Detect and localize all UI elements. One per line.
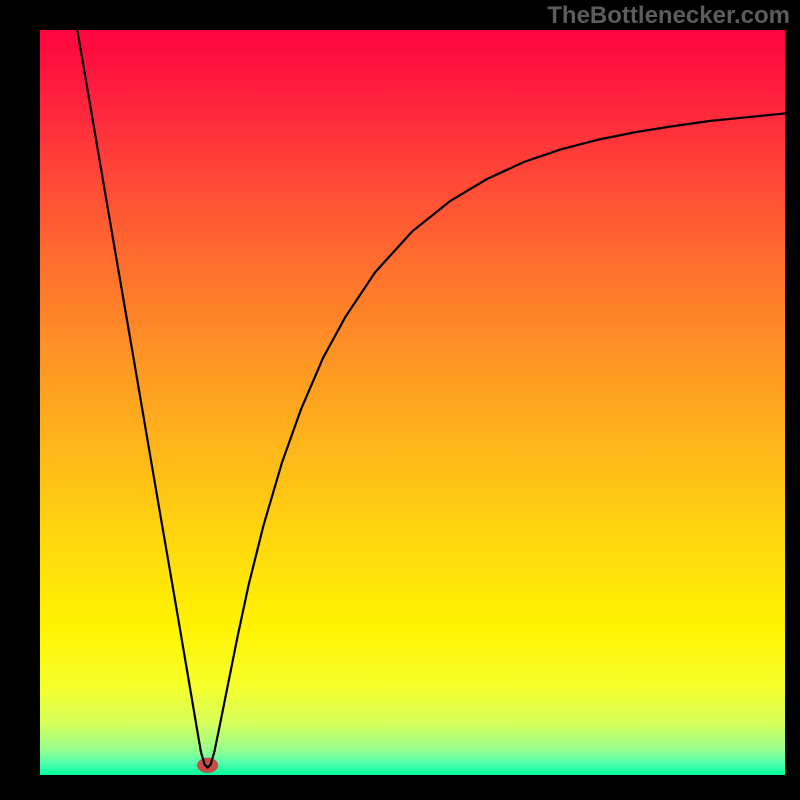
plot-area — [40, 30, 785, 775]
plot-svg — [40, 30, 785, 775]
chart-root: TheBottlenecker.com — [0, 0, 800, 800]
gradient-background — [40, 30, 785, 775]
watermark-text: TheBottlenecker.com — [547, 2, 790, 30]
vertex-marker — [197, 758, 218, 773]
